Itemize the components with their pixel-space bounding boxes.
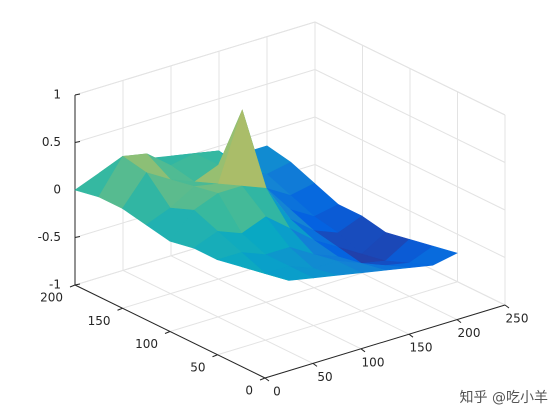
y-tick-label: 200 [40,291,63,305]
x-tick [360,348,366,353]
z-tick-label: -0.5 [38,230,61,244]
z-tick-label: 1 [53,88,61,102]
z-tick [74,236,81,238]
grid-line [314,116,506,211]
surface-patch [241,266,290,281]
watermark: 知乎 @吃小羊 [460,389,548,406]
z-tick-label: 0 [53,183,61,197]
z-tick [74,283,81,286]
x-tick-label: 200 [458,326,481,340]
x-tick [456,319,462,324]
grid-line [314,69,506,163]
y-tick [117,307,123,311]
y-tick [164,331,171,334]
z-tick-label: -1 [49,278,61,292]
y-tick-label: 100 [135,337,158,351]
y-tick-label: 0 [245,384,253,398]
x-tick [504,304,510,309]
z-tick [74,93,81,96]
grid-line [74,69,316,143]
grid-line [314,164,506,258]
x-tick-label: 100 [362,355,385,369]
x-tick-label: 50 [317,370,332,384]
y-tick-label: 150 [88,314,111,328]
x-tick-label: 250 [506,312,529,326]
y-tick-label: 50 [190,360,205,374]
z-tick-label: 0.5 [42,135,61,149]
z-tick [74,141,81,143]
x-axis [264,304,506,379]
y-tick [259,377,266,381]
wall-edge [314,21,506,116]
x-tick [264,377,270,382]
grid-line [217,281,458,356]
y-tick [212,354,218,358]
x-tick [408,333,414,338]
x-tick [312,362,318,367]
x-tick-label: 0 [273,385,281,399]
wall-edge [74,21,316,96]
x-tick-label: 150 [410,341,433,355]
y-tick [69,284,76,288]
